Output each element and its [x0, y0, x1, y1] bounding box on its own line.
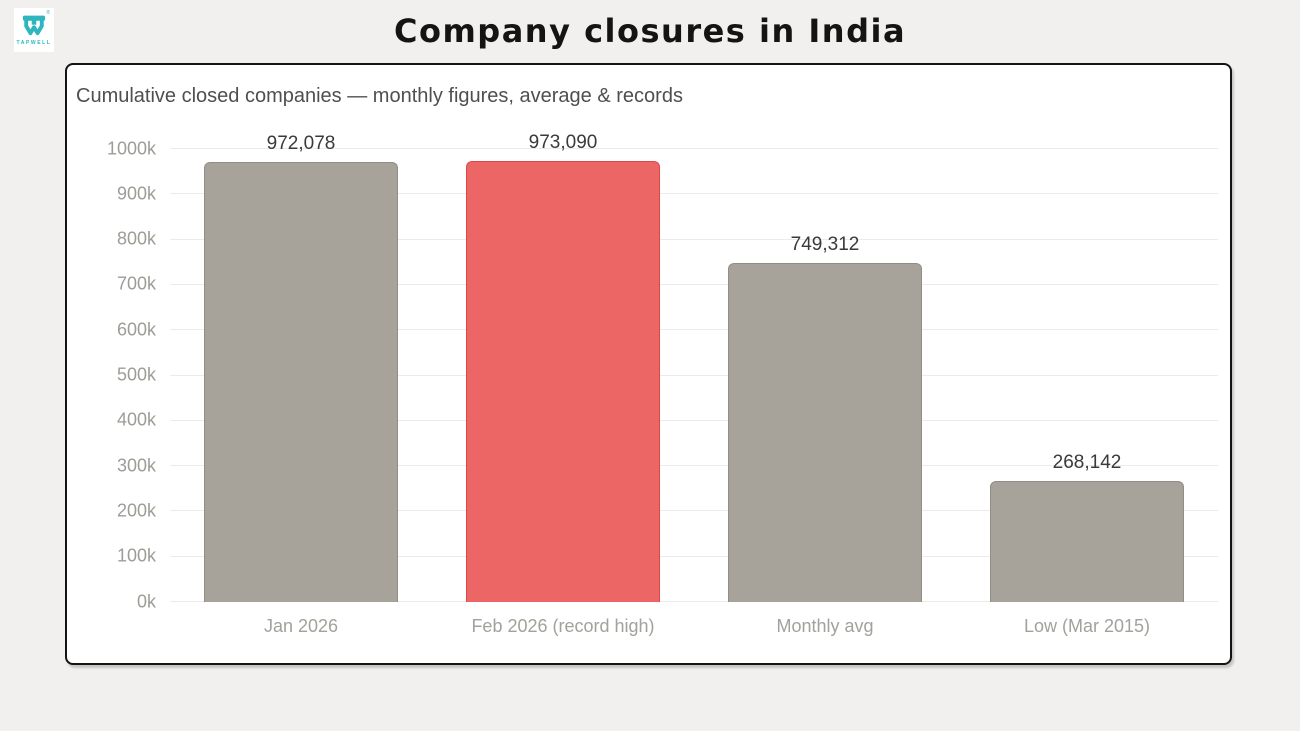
- gridline-300k: 300k: [117, 455, 1218, 475]
- gridline-800k: 800k: [117, 229, 1218, 249]
- bar-value-label-feb-2026-record-high: 973,090: [528, 132, 598, 154]
- y-tick-label: 500k: [116, 364, 156, 385]
- registered-trademark-mark: ®: [46, 10, 50, 16]
- brand-name: TAPWELL: [16, 40, 52, 46]
- bar-slot-low-mar-2015: 268,142 Low (Mar 2015): [956, 149, 1218, 636]
- x-axis-label-low-mar-2015: Low (Mar 2015): [1023, 616, 1151, 636]
- gridline-0k: 0k: [137, 591, 1218, 611]
- bar-monthly-avg[interactable]: [728, 262, 922, 602]
- x-axis-label-jan-2026: Jan 2026: [263, 616, 339, 636]
- y-tick-label: 1000k: [106, 138, 156, 158]
- gridline-500k: 500k: [117, 365, 1218, 385]
- chart-card: Cumulative closed companies — monthly fi…: [65, 63, 1232, 665]
- y-tick-label: 600k: [116, 319, 156, 340]
- bar-low-mar-2015[interactable]: [990, 480, 1184, 602]
- y-tick-label: 700k: [116, 273, 156, 294]
- plot-area: 0k 100k 200k 300k 400k 500k 600k 700k 800k 900k 10…: [107, 132, 1218, 636]
- bar-slot-feb-2026-record-high: 973,090 Feb 2026 (record high): [432, 132, 694, 636]
- y-tick-label: 400k: [116, 409, 156, 430]
- bar-value-label-jan-2026: 972,078: [266, 132, 336, 154]
- y-tick-label: 100k: [116, 545, 156, 566]
- bar-jan-2026[interactable]: [204, 161, 398, 602]
- bar-slot-monthly-avg: 749,312 Monthly avg: [694, 149, 956, 636]
- bar-chart: 0k 100k 200k 300k 400k 500k 600k 700k 800k 900k 10…: [67, 132, 1230, 659]
- bar-feb-2026-record-high[interactable]: [466, 161, 660, 602]
- tapwell-monogram-icon: [22, 15, 46, 36]
- brand-logo: ® TAPWELL: [14, 8, 54, 52]
- gridline-700k: 700k: [117, 274, 1218, 294]
- gridline-400k: 400k: [117, 410, 1218, 430]
- gridline-1000k: 1000k: [107, 138, 1218, 158]
- y-tick-label: 0k: [136, 591, 156, 611]
- y-tick-label: 800k: [116, 228, 156, 249]
- x-axis-label-monthly-avg: Monthly avg: [776, 616, 874, 636]
- gridline-100k: 100k: [117, 546, 1218, 566]
- bar-value-label-low-mar-2015: 268,142: [1052, 451, 1122, 473]
- y-tick-label: 200k: [116, 500, 156, 521]
- bars-row: 972,078 Jan 2026 973,090 Feb 2026 (record h…: [170, 132, 1218, 636]
- chart-subtitle: Cumulative closed companies — monthly fi…: [76, 85, 683, 107]
- gridline-200k: 200k: [117, 500, 1218, 520]
- bar-slot-jan-2026: 972,078 Jan 2026: [170, 133, 432, 636]
- bar-value-label-monthly-avg: 749,312: [790, 233, 860, 255]
- x-axis-label-feb-2026-record-high: Feb 2026 (record high): [471, 616, 655, 636]
- y-tick-label: 300k: [116, 455, 156, 476]
- gridline-900k: 900k: [117, 183, 1218, 203]
- y-tick-label: 900k: [116, 183, 156, 204]
- page-title: Company closures in India: [393, 12, 907, 50]
- gridline-600k: 600k: [117, 319, 1218, 339]
